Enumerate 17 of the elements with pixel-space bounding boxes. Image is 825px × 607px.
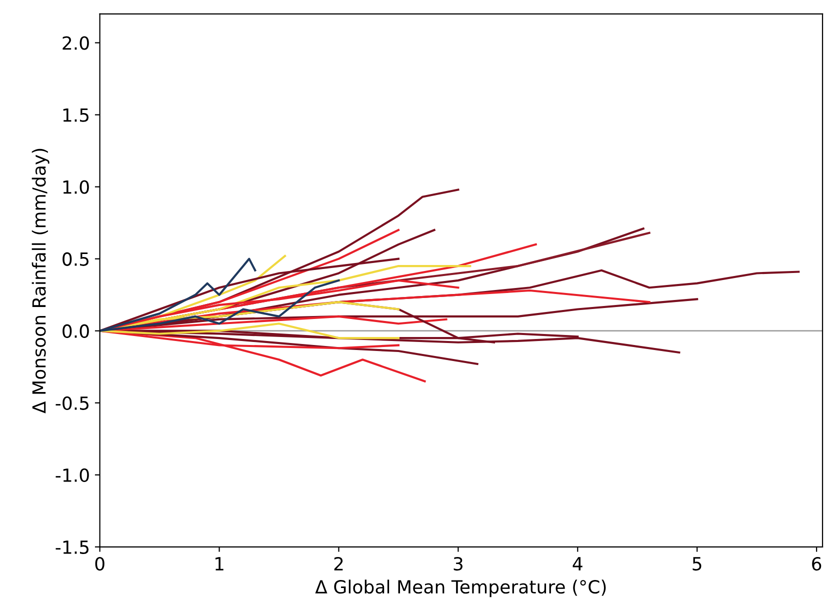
x-tick-label: 0 — [95, 556, 104, 571]
y-axis-title: Δ Monsoon Rainfall (mm/day) — [32, 148, 50, 414]
x-tick-label: 6 — [812, 556, 822, 571]
x-axis-title: Δ Global Mean Temperature (°C) — [315, 580, 606, 598]
x-tick-label: 2 — [334, 556, 343, 570]
y-tick-label: 1.5 — [63, 108, 89, 122]
y-tick-label: -1.0 — [56, 468, 89, 482]
x-tick-label: 5 — [692, 557, 702, 571]
x-tick-label: 3 — [454, 556, 462, 571]
y-tick-label: 1.0 — [63, 180, 89, 194]
y-tick-label: -1.5 — [56, 540, 89, 554]
x-tick-label: 4 — [572, 557, 582, 570]
y-tick-label: -0.5 — [56, 396, 89, 410]
y-tick-label: 2.0 — [62, 36, 89, 50]
y-tick-label: 0.5 — [62, 252, 89, 266]
y-tick-label: 0.0 — [62, 324, 89, 338]
x-tick-label: 1 — [216, 557, 224, 570]
